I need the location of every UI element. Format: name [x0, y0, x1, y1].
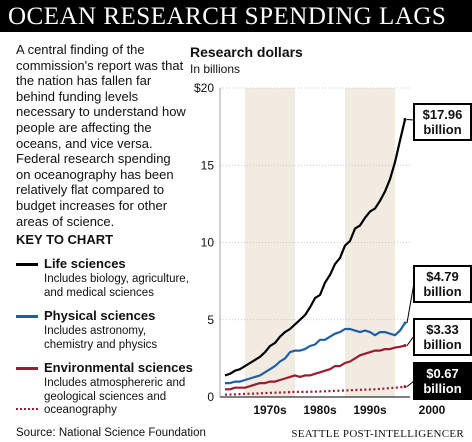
- x-tick-label: 1970s: [253, 403, 287, 417]
- key-label-physical: Physical sciences: [44, 308, 156, 323]
- series-endpoint-2: [403, 344, 407, 348]
- annotation-environmental-text: $3.33 billion: [423, 322, 462, 352]
- y-tick-label: 0: [207, 390, 214, 404]
- annotation-physical-text: $4.79 billion: [423, 269, 462, 299]
- series-endpoint-0: [403, 118, 407, 122]
- key-line-environmental: [16, 367, 38, 370]
- chart-units: In billions: [190, 62, 241, 76]
- annotation-oceanography: $0.67 billion: [413, 362, 472, 400]
- shaded-decade-0: [245, 88, 295, 397]
- series-line-1: [225, 322, 406, 385]
- series-endpoint-1: [403, 321, 407, 325]
- intro-paragraph: A central finding of the commission's re…: [16, 42, 186, 229]
- series-line-0: [224, 119, 407, 377]
- key-label-environmental: Environmental sciences: [44, 360, 193, 375]
- annotation-oceanography-text: $0.67 billion: [423, 366, 462, 396]
- key-line-physical: [16, 315, 38, 318]
- annotation-life: $17.96 billion: [413, 103, 472, 141]
- x-tick-label: 1980s: [303, 403, 337, 417]
- annotation-leader-1: [406, 282, 415, 324]
- key-label-life: Life sciences: [44, 256, 126, 271]
- key-desc-physical: Includes astronomy, chemistry and physic…: [44, 325, 158, 351]
- y-tick-label: 15: [201, 158, 215, 172]
- key-heading: KEY TO CHART: [16, 232, 114, 247]
- y-tick-label: $20: [194, 81, 214, 95]
- credit-line: SEATTLE POST-INTELLIGENCER: [291, 428, 464, 440]
- chart-title: Research dollars: [190, 44, 303, 60]
- x-tick-label: 1990s: [353, 403, 387, 417]
- annotation-leader-3: [406, 380, 415, 388]
- y-tick-label: 5: [207, 313, 214, 327]
- page-title: OCEAN RESEARCH SPENDING LAGS: [8, 3, 447, 30]
- series-endpoint-3: [403, 385, 407, 389]
- source-note: Source: National Science Foundation: [16, 427, 206, 439]
- title-bar: OCEAN RESEARCH SPENDING LAGS: [0, 0, 472, 32]
- series-line-3: [224, 385, 406, 396]
- key-line-oceanography: [16, 408, 38, 410]
- key-desc-life: Includes biology, agriculture, and medic…: [44, 273, 189, 299]
- annotation-environmental: $3.33 billion: [413, 318, 472, 356]
- y-tick-label: 10: [201, 236, 215, 250]
- annotation-leader-2: [406, 335, 415, 346]
- annotation-life-text: $17.96 billion: [422, 107, 463, 137]
- key-line-life: [16, 263, 38, 266]
- annotation-physical: $4.79 billion: [413, 265, 472, 303]
- key-desc-environmental: Includes atmosphereric and geological sc…: [44, 377, 186, 416]
- x-tick-label: 2000: [419, 403, 446, 417]
- series-line-2: [225, 344, 406, 391]
